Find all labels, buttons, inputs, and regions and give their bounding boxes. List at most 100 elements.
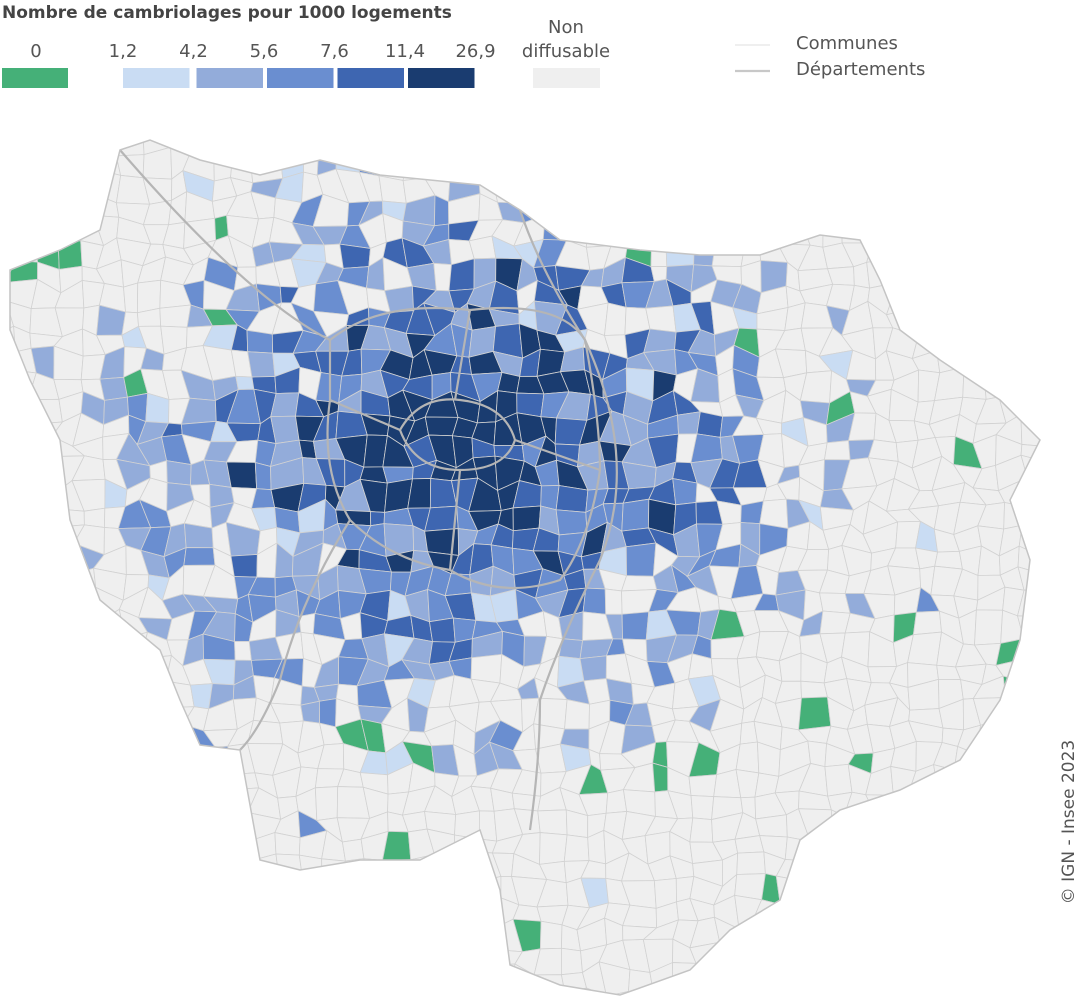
commune (606, 212, 628, 250)
legend-swatch (337, 68, 404, 88)
commune (753, 917, 788, 951)
commune (911, 244, 939, 269)
commune (823, 440, 851, 461)
commune (958, 286, 985, 305)
commune (0, 568, 9, 595)
commune (708, 220, 745, 250)
commune (740, 983, 759, 995)
commune (158, 768, 193, 795)
commune (96, 858, 126, 883)
commune (933, 764, 961, 796)
commune (10, 522, 29, 554)
commune (731, 175, 764, 200)
commune (1017, 176, 1040, 199)
commune (979, 964, 1004, 994)
commune (59, 896, 79, 920)
commune (626, 177, 655, 206)
commune (907, 850, 943, 885)
commune (934, 793, 962, 819)
commune (272, 988, 302, 995)
commune (190, 815, 208, 838)
commune (224, 858, 261, 888)
commune (10, 423, 11, 441)
commune (1017, 191, 1040, 226)
commune (79, 723, 101, 756)
commune (1017, 722, 1040, 754)
commune (1068, 610, 1080, 640)
commune (142, 858, 173, 887)
commune (735, 103, 766, 128)
commune (760, 140, 782, 162)
commune (1047, 993, 1072, 1001)
commune (555, 194, 591, 223)
commune (625, 153, 655, 180)
commune (1061, 966, 1080, 996)
commune (357, 882, 389, 907)
commune (204, 110, 232, 127)
commune (29, 658, 63, 686)
commune (56, 968, 75, 995)
commune (889, 788, 911, 820)
commune (1072, 544, 1080, 571)
commune (314, 786, 339, 821)
commune (864, 809, 897, 841)
commune (16, 718, 34, 754)
commune (973, 246, 1004, 272)
commune (539, 920, 563, 950)
commune (488, 151, 520, 178)
commune (627, 990, 655, 995)
commune (27, 564, 62, 601)
commune (931, 874, 961, 909)
commune (387, 904, 416, 926)
commune (246, 329, 274, 354)
commune (71, 896, 102, 920)
commune (10, 171, 35, 205)
commune (735, 741, 760, 774)
commune (651, 214, 679, 239)
commune (10, 808, 35, 838)
commune (1042, 350, 1069, 379)
commune (33, 154, 59, 176)
commune (117, 873, 147, 899)
legend-label: 1,2 (109, 41, 138, 62)
commune (886, 993, 916, 995)
commune (0, 280, 6, 308)
commune (587, 199, 614, 224)
commune (1063, 372, 1080, 403)
legend-label: 26,9 (455, 41, 495, 62)
commune (406, 140, 438, 159)
commune (39, 435, 61, 457)
commune (822, 217, 843, 248)
commune (511, 792, 542, 812)
commune (95, 918, 122, 948)
commune (115, 921, 152, 948)
commune (10, 391, 18, 425)
commune (950, 215, 981, 249)
commune (226, 772, 260, 791)
commune (893, 257, 914, 283)
commune (982, 765, 1001, 796)
commune (468, 140, 501, 159)
commune (10, 351, 16, 378)
commune (797, 917, 827, 953)
commune (298, 140, 322, 158)
commune (931, 850, 958, 878)
legend-label: 0 (30, 41, 41, 62)
commune (652, 762, 669, 793)
commune (138, 744, 171, 776)
commune (15, 775, 39, 799)
commune (10, 652, 42, 689)
commune (664, 221, 695, 246)
legend-label: Non (548, 17, 584, 38)
commune (911, 922, 938, 942)
commune (846, 856, 868, 887)
commune (677, 411, 701, 435)
commune (207, 745, 229, 776)
commune (425, 109, 452, 139)
commune (97, 986, 125, 995)
commune (446, 988, 480, 995)
commune (319, 698, 337, 728)
commune (1023, 366, 1040, 401)
commune (930, 813, 962, 833)
commune (517, 176, 544, 204)
